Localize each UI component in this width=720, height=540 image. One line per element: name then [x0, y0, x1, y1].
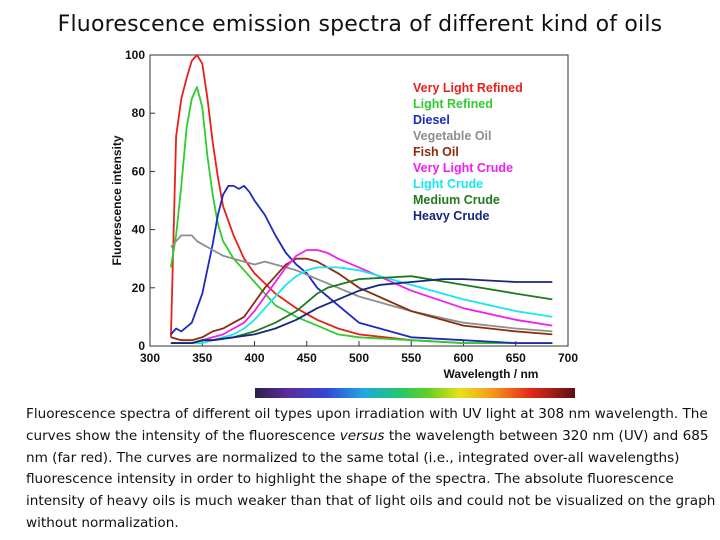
x-axis-label: Wavelength / nm [444, 367, 539, 381]
plot-frame [149, 54, 569, 347]
series-line-diesel [170, 185, 553, 344]
x-tick-label: 300 [140, 351, 160, 365]
legend-entry: Very Light Refined [413, 81, 523, 95]
x-tick-label: 700 [558, 351, 578, 365]
x-tick-label: 350 [192, 351, 212, 365]
caption-text-1: Fluorescence spectra of different oil ty… [26, 406, 708, 444]
y-tick-label: 60 [132, 164, 146, 178]
legend-entry: Light Crude [413, 177, 483, 191]
x-tick-label: 600 [453, 351, 473, 365]
y-tick-label: 20 [132, 281, 146, 295]
series-line-vegetable-oil [170, 234, 553, 333]
figure-caption: Fluorescence spectra of different oil ty… [26, 404, 716, 535]
legend-entry: Medium Crude [413, 193, 500, 207]
series-line-medium-crude [170, 275, 553, 344]
legend-entry: Vegetable Oil [413, 129, 492, 143]
legend-entry: Light Refined [413, 97, 493, 111]
y-axis-label: Fluorescence intensity [110, 135, 124, 265]
legend-entry: Heavy Crude [413, 209, 489, 223]
series-line-fish-oil [170, 257, 553, 342]
series-line-light-refined [170, 86, 553, 344]
legend-entry: Fish Oil [413, 145, 459, 159]
visible-spectrum-bar [255, 388, 575, 398]
y-tick-label: 100 [125, 48, 145, 62]
x-tick-label: 500 [349, 351, 369, 365]
x-tick-label: 400 [244, 351, 264, 365]
caption-italic: versus [339, 427, 385, 444]
y-tick-label: 0 [138, 339, 145, 353]
legend-entry: Very Light Crude [413, 161, 513, 175]
caption-text-2: the wavelength between 320 nm (UV) and 6… [26, 427, 716, 531]
y-tick-label: 40 [132, 223, 146, 237]
series-line-very-light-crude [170, 249, 553, 344]
x-tick-label: 550 [401, 351, 421, 365]
series-line-heavy-crude [170, 278, 553, 344]
legend-entry: Diesel [413, 113, 450, 127]
series-line-very-light-refined [170, 54, 553, 344]
x-tick-label: 650 [506, 351, 526, 365]
x-tick-label: 450 [297, 351, 317, 365]
slide-title: Fluorescence emission spectra of differe… [57, 12, 663, 37]
y-tick-label: 80 [132, 106, 146, 120]
spectra-chart: 300 350 400 450 500 550 600 650 700 0 20 40 60 80 100 W… [110, 48, 578, 398]
